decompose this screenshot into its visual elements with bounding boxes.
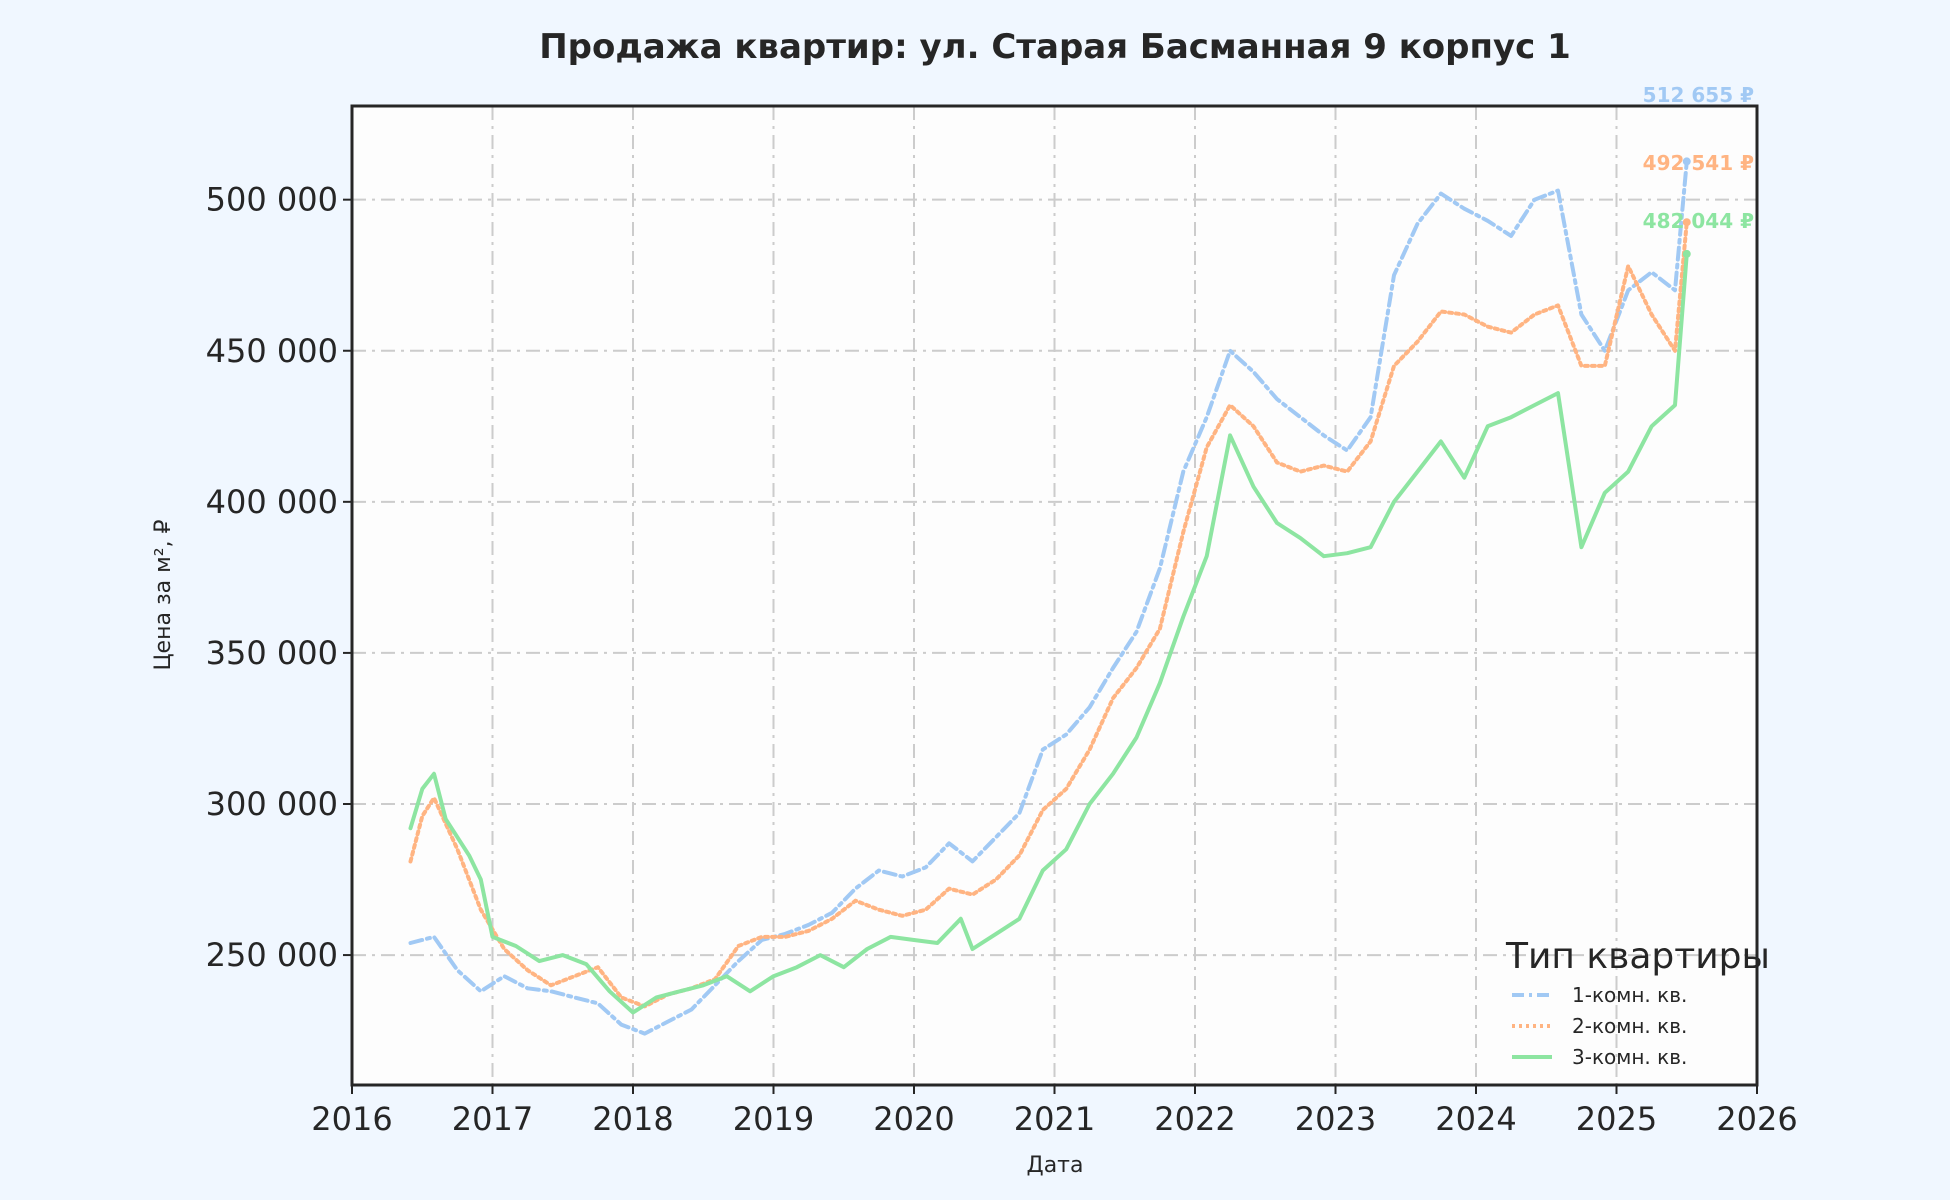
y-axis-label: Цена за м², ₽ (151, 519, 176, 670)
end-value-label-1: 512 655 ₽ (1643, 83, 1754, 107)
x-tick-label: 2021 (1014, 1100, 1095, 1138)
series-end-point-2 (1682, 218, 1691, 227)
x-tick-label: 2018 (592, 1100, 673, 1138)
series-line-3 (408, 251, 1689, 1015)
legend-title: Тип квартиры (1505, 936, 1770, 977)
x-axis-label: Дата (1027, 1153, 1084, 1178)
y-tick-label: 500 000 (206, 181, 338, 219)
legend-label-2: 2-комн. кв. (1572, 1014, 1687, 1038)
x-tick-label: 2017 (452, 1100, 533, 1138)
x-tick-label: 2016 (311, 1100, 392, 1138)
x-tick-label: 2020 (873, 1100, 954, 1138)
x-axis-ticks: 2016 2017 2018 2019 2020 2021 2022 2023 2024 2025… (311, 1085, 1798, 1138)
legend-items: 1-комн. кв. 2-комн. кв. 3-комн. кв. (1512, 983, 1687, 1069)
y-tick-label: 400 000 (206, 483, 338, 521)
x-tick-label: 2019 (733, 1100, 814, 1138)
y-axis-ticks: 250 000 300 000 350 000 400 000 450 000 500 0… (206, 181, 352, 974)
series-layer (408, 157, 1691, 1036)
end-value-label-2: 492 541 ₽ (1643, 151, 1754, 175)
x-tick-label: 2024 (1435, 1100, 1516, 1138)
end-value-label-3: 482 044 ₽ (1643, 209, 1754, 233)
plot-area (350, 104, 1759, 1087)
y-tick-label: 450 000 (206, 332, 338, 370)
series-end-point-1 (1682, 157, 1691, 166)
y-tick-label: 300 000 (206, 785, 338, 823)
chart-title: Продажа квартир: ул. Старая Басманная 9 … (539, 27, 1571, 67)
series-line-2 (408, 220, 1689, 1009)
x-tick-label: 2022 (1154, 1100, 1235, 1138)
y-tick-label: 350 000 (206, 634, 338, 672)
legend-label-3: 3-комн. кв. (1572, 1045, 1687, 1069)
series-line-1 (408, 159, 1689, 1036)
x-tick-label: 2023 (1295, 1100, 1376, 1138)
series-end-point-3 (1682, 249, 1691, 258)
x-tick-label: 2025 (1576, 1100, 1657, 1138)
legend: Тип квартиры 1-комн. кв. 2-комн. кв. 3-ком… (1505, 936, 1770, 1069)
legend-label-1: 1-комн. кв. (1572, 983, 1687, 1007)
x-tick-label: 2026 (1716, 1100, 1797, 1138)
end-labels: 512 655 ₽ 492 541 ₽ 482 044 ₽ (1643, 83, 1754, 233)
y-tick-label: 250 000 (206, 936, 338, 974)
